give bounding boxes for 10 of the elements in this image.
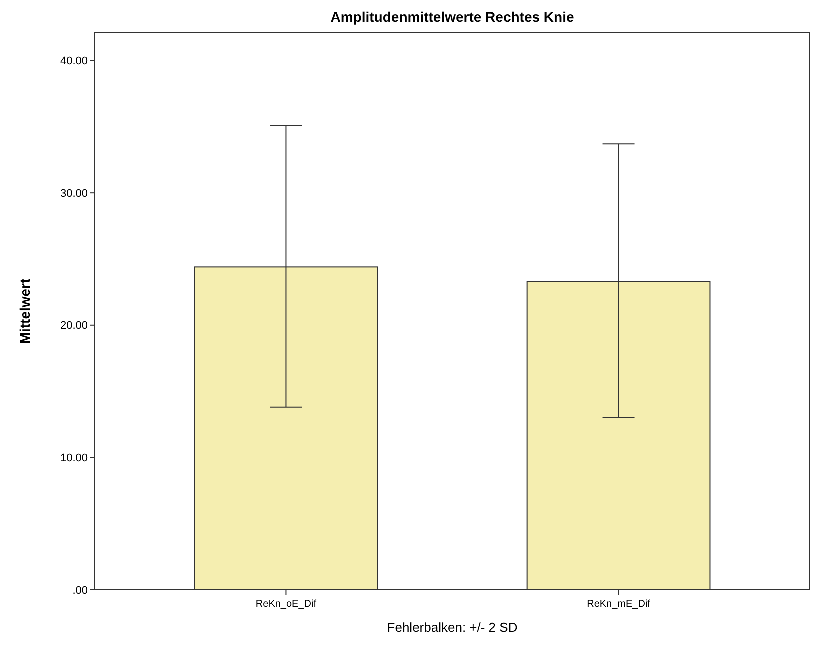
y-tick-label: 40.00 (60, 56, 88, 68)
x-tick-label: ReKn_oE_Dif (256, 599, 317, 610)
y-tick-label: .00 (72, 584, 88, 597)
y-axis-title: Mittelwert (17, 278, 33, 344)
chart-title: Amplitudenmittelwerte Rechtes Knie (330, 9, 574, 25)
y-tick-label: 30.00 (60, 188, 88, 200)
x-tick-label: ReKn_mE_Dif (587, 599, 651, 610)
y-tick-label: 10.00 (60, 452, 88, 465)
y-tick-label: 20.00 (60, 320, 88, 332)
text: Fehlerbalken: +/- 2 SD (387, 620, 518, 635)
